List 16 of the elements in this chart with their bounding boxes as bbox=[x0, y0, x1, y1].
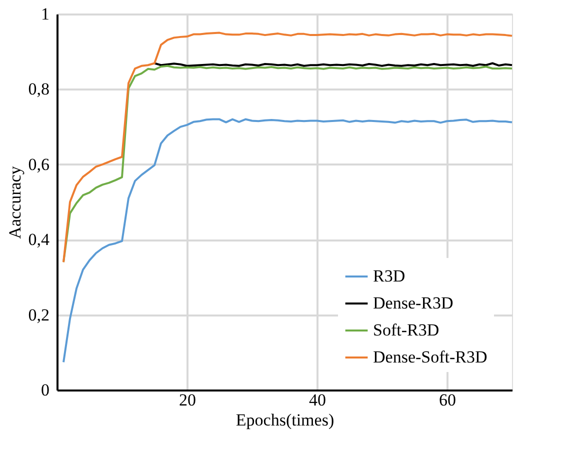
y-tick-label: 0,8 bbox=[28, 80, 50, 99]
y-tick-label: 0,4 bbox=[28, 230, 50, 250]
y-tick-label: 1 bbox=[41, 4, 50, 24]
legend-label: Soft-R3D bbox=[373, 320, 440, 340]
y-tick-label: 0,2 bbox=[28, 305, 50, 324]
x-tick-label: 40 bbox=[309, 390, 326, 410]
legend-label: R3D bbox=[373, 266, 406, 286]
y-tick-label: 0,6 bbox=[28, 154, 50, 174]
legend-label: Dense-Soft-R3D bbox=[373, 348, 488, 366]
y-axis-title: Aaccuracy bbox=[5, 166, 24, 239]
line-series bbox=[62, 118, 513, 364]
x-tick-label: 20 bbox=[179, 390, 196, 410]
x-axis-title: Epochs(times) bbox=[236, 410, 334, 430]
x-tick-label: 60 bbox=[439, 390, 456, 410]
y-tick-label: 0 bbox=[41, 380, 50, 400]
legend-label: Dense-R3D bbox=[373, 294, 454, 312]
